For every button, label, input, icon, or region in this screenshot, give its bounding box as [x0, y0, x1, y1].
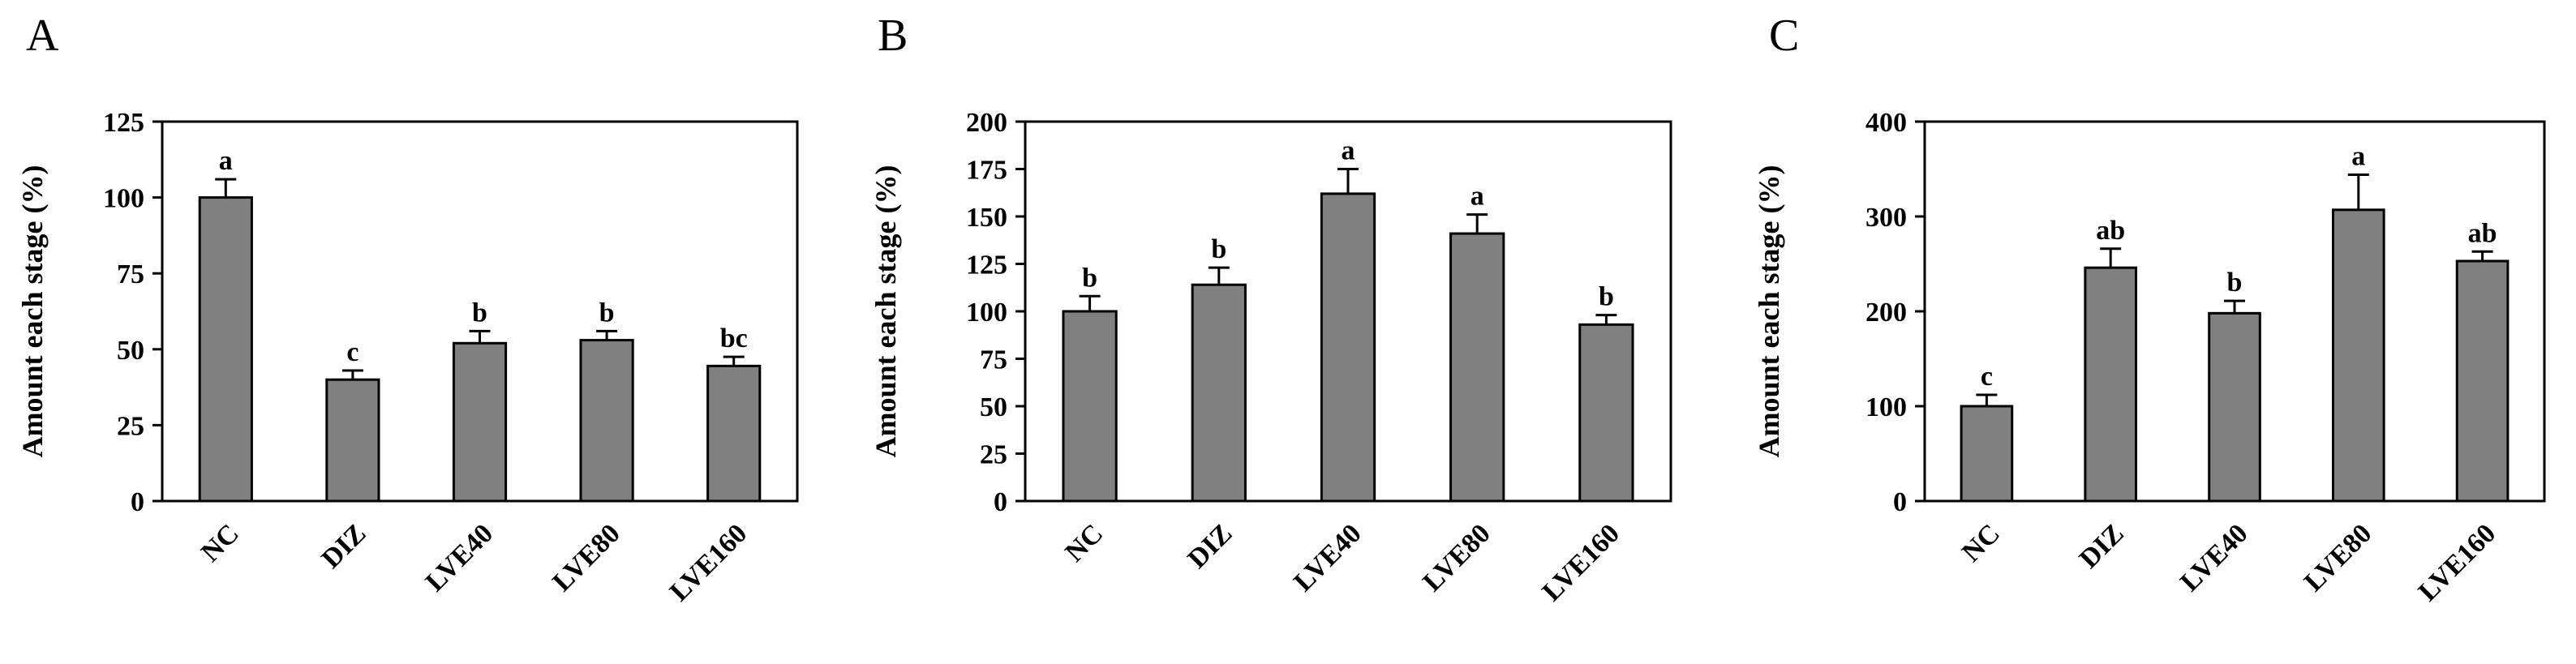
bar — [706, 364, 762, 503]
category-label: NC — [1956, 518, 2006, 568]
significance-label: b — [472, 298, 487, 328]
category-label: LVE80 — [547, 518, 625, 597]
y-axis-label: Amount each stage (%) — [869, 165, 902, 458]
chart-panel-a: A 0 25 50 75 100 125 Amount each stage (%) a NC c D… — [0, 0, 858, 664]
y-tick-label: 0 — [131, 487, 144, 517]
category-label: LVE160 — [664, 518, 753, 606]
chart-panel-c: C 0 100 200 300 400 Amount each stage (%) c NC ab… — [1718, 0, 2576, 664]
chart-panel-b: B 0 25 50 75 100 125 150 175 200 Amount each stage… — [859, 0, 1717, 664]
category-label: DIZ — [316, 518, 372, 574]
y-axis-label: Amount each stage (%) — [16, 165, 49, 458]
category-label: LVE80 — [2299, 518, 2377, 597]
bar — [198, 196, 253, 503]
y-tick-label: 150 — [966, 203, 1007, 233]
chart-svg-a: A 0 25 50 75 100 125 Amount each stage (%) a NC c D… — [16, 11, 799, 607]
y-tick-label: 300 — [1865, 203, 1907, 233]
category-label: NC — [1059, 518, 1109, 568]
y-tick-label: 200 — [1865, 298, 1907, 328]
significance-label: b — [2227, 268, 2243, 298]
bar — [2208, 311, 2261, 503]
y-tick-label: 25 — [117, 411, 144, 441]
significance-label: c — [346, 337, 358, 367]
bar — [2455, 259, 2509, 503]
bar — [2084, 266, 2138, 503]
y-tick-label: 100 — [103, 184, 144, 214]
bar — [452, 341, 508, 503]
y-tick-label: 125 — [103, 108, 144, 138]
significance-label: b — [1211, 234, 1226, 264]
y-tick-label: 50 — [117, 336, 144, 366]
bar — [579, 339, 634, 503]
bar — [1449, 232, 1505, 503]
category-label: LVE40 — [1288, 518, 1367, 597]
y-tick-label: 25 — [980, 440, 1007, 470]
category-label: LVE40 — [420, 518, 499, 597]
y-tick-label: 100 — [1865, 392, 1907, 422]
significance-label: a — [1470, 182, 1484, 212]
y-tick-label: 400 — [1865, 108, 1907, 138]
bar — [1578, 323, 1634, 503]
significance-label: b — [599, 298, 615, 328]
bar — [1960, 405, 2014, 503]
category-label: LVE80 — [1417, 518, 1496, 597]
y-tick-label: 200 — [966, 108, 1007, 138]
significance-label: a — [219, 146, 233, 176]
y-tick-label: 175 — [966, 156, 1007, 186]
panel-letter: A — [26, 11, 59, 61]
significance-label: b — [1599, 282, 1614, 312]
y-tick-label: 75 — [980, 345, 1007, 375]
significance-label: c — [1981, 362, 1993, 392]
category-label: DIZ — [2074, 518, 2130, 574]
panel-letter: B — [878, 11, 908, 61]
significance-label: b — [1082, 263, 1097, 293]
y-tick-label: 125 — [966, 251, 1007, 281]
y-tick-label: 50 — [980, 392, 1007, 422]
y-axis-label: Amount each stage (%) — [1753, 165, 1785, 458]
significance-label: a — [1342, 136, 1355, 166]
bar — [325, 378, 380, 503]
chart-svg-b: B 0 25 50 75 100 125 150 175 200 Amount each stage… — [869, 11, 1672, 607]
category-label: LVE40 — [2175, 518, 2253, 597]
y-tick-label: 75 — [117, 259, 144, 289]
y-tick-label: 0 — [1893, 487, 1907, 517]
bar — [1191, 283, 1247, 503]
category-label: LVE160 — [1537, 518, 1625, 606]
category-label: LVE160 — [2413, 518, 2501, 606]
bar — [1062, 310, 1118, 503]
bar — [2331, 208, 2385, 503]
significance-label: ab — [2468, 218, 2497, 248]
category-label: DIZ — [1183, 518, 1239, 574]
significance-label: ab — [2096, 216, 2125, 246]
significance-label: a — [2351, 142, 2365, 172]
category-label: NC — [195, 518, 245, 568]
panel-letter: C — [1769, 11, 1799, 61]
significance-label: bc — [720, 323, 748, 353]
bar — [1320, 192, 1376, 503]
y-tick-label: 100 — [966, 298, 1007, 328]
y-tick-label: 0 — [994, 487, 1007, 517]
